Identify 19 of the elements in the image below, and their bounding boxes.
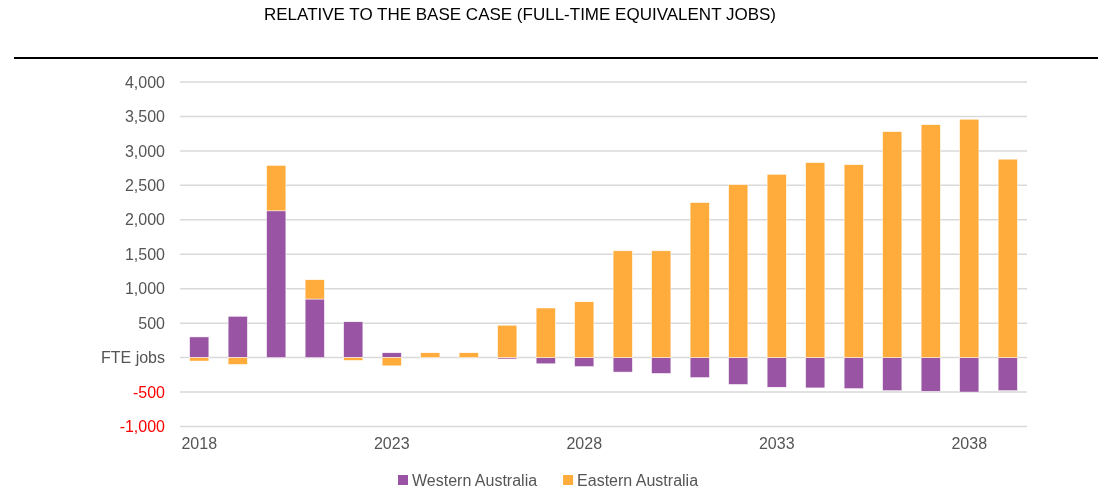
y-tick-label: 500 [138, 314, 166, 332]
y-tick-label: 1,500 [124, 245, 166, 263]
legend-label: Western Australia [412, 472, 538, 489]
x-tick-label: 2018 [181, 434, 218, 452]
x-tick-label: 2033 [758, 434, 795, 452]
y-tick-label: -1,000 [119, 418, 166, 436]
x-tick-label: 2038 [951, 434, 988, 452]
y-tick-label: 3,500 [124, 108, 166, 126]
chart-title: RELATIVE TO THE BASE CASE (FULL-TIME EQUIVALENT JOBS) [263, 5, 777, 24]
y-tick-label: 2,500 [124, 176, 166, 194]
x-tick-label: 2023 [373, 434, 410, 452]
y-tick-label: 4,000 [124, 73, 166, 91]
y-tick-label: 3,000 [124, 142, 166, 160]
x-tick-label: 2028 [566, 434, 603, 452]
y-tick-label: 2,000 [124, 211, 166, 229]
y-tick-label: FTE jobs [100, 349, 165, 367]
legend-label: Eastern Australia [577, 472, 699, 489]
y-tick-label: -500 [132, 383, 166, 401]
y-tick-label: 1,000 [124, 280, 166, 298]
